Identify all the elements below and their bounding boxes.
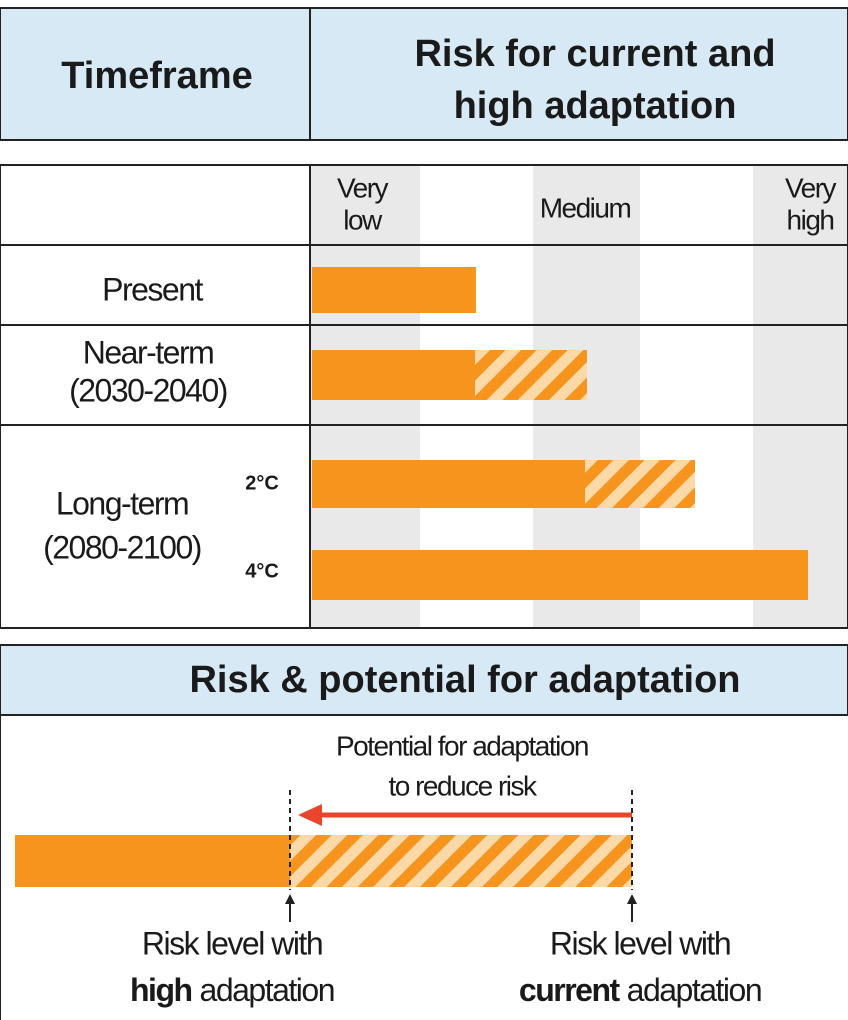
legend-band <box>0 644 848 716</box>
row-present: Present <box>102 271 203 307</box>
row-near-term: Near-term <box>83 334 214 370</box>
bar-high-adaptation <box>312 460 585 508</box>
legend-bar-high <box>15 835 290 887</box>
row-long-term: (2080-2100) <box>43 529 201 565</box>
header-timeframe: Timeframe <box>61 55 253 97</box>
label-bold: current <box>519 972 621 1008</box>
label-current: Risk level with <box>550 925 730 961</box>
table-border <box>0 164 848 629</box>
bar-adaptation-potential <box>585 460 695 508</box>
bar-current <box>312 550 808 600</box>
scale-medium: Medium <box>540 192 631 223</box>
legend-title: Risk & potential for adaptation <box>189 659 740 701</box>
bar-current <box>312 267 476 313</box>
scale-very-low: low <box>343 204 383 235</box>
bar-adaptation-potential <box>475 350 587 400</box>
pointer-head <box>627 894 637 904</box>
reduction-arrowhead <box>298 804 322 826</box>
header-band <box>0 7 848 141</box>
label-current: current adaptation <box>519 972 761 1008</box>
warming-4c: 4°C <box>245 560 279 582</box>
row-near-term: (2030-2040) <box>69 372 227 408</box>
legend-potential: to reduce risk <box>388 770 538 801</box>
bar-high-adaptation <box>312 350 475 400</box>
scale-very-high: Very <box>785 172 837 203</box>
legend-bar-potential <box>290 835 632 887</box>
scale-very-high: high <box>787 204 834 235</box>
label-bold: high <box>130 972 192 1008</box>
label-rest: adaptation <box>200 972 334 1008</box>
label-high: Risk level with <box>142 925 322 961</box>
header-risk-title: high adaptation <box>454 85 737 127</box>
header-risk-title: Risk for current and <box>414 33 775 75</box>
label-rest: adaptation <box>627 972 761 1008</box>
row-long-term: Long-term <box>56 485 188 521</box>
scale-very-low: Very <box>337 172 389 203</box>
pointer-head <box>285 894 295 904</box>
warming-2c: 2°C <box>245 472 279 494</box>
legend-potential: Potential for adaptation <box>336 730 588 761</box>
label-high: high adaptation <box>130 972 334 1008</box>
